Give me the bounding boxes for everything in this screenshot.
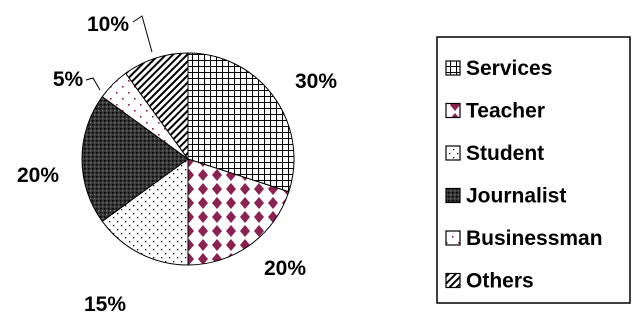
- data-label-student: 15%: [84, 293, 126, 316]
- data-label-teacher: 20%: [264, 257, 306, 280]
- leader-lines: [85, 15, 153, 91]
- leader-line-businessman: [85, 77, 101, 91]
- data-label-others: 10%: [87, 13, 129, 36]
- pie-slice-student: [101, 158, 189, 266]
- pie-slice-services: [187, 52, 295, 193]
- legend-label-journalist: Journalist: [466, 185, 566, 208]
- legend-item-others: Others: [445, 270, 534, 293]
- pie-slice-others: [124, 52, 189, 161]
- legend-swatch-teacher: [445, 102, 461, 119]
- legend-item-teacher: Teacher: [445, 100, 545, 123]
- leader-line-others: [132, 15, 153, 53]
- legend-label-others: Others: [466, 270, 534, 293]
- legend-item-journalist: Journalist: [445, 185, 566, 208]
- pie-slice-teacher: [187, 158, 290, 266]
- legend-swatch-businessman: [445, 230, 461, 246]
- legend-label-services: Services: [466, 57, 552, 80]
- legend-swatch-others: [445, 272, 461, 289]
- legend-item-student: Student: [445, 142, 544, 165]
- legend-border: [436, 36, 631, 304]
- legend-item-services: Services: [445, 57, 552, 80]
- percentage-labels: 30% 20% 15% 20% 5% 10%: [17, 13, 337, 316]
- pie-slices: [81, 52, 295, 266]
- legend-swatch-services: [445, 60, 461, 76]
- data-label-businessman: 5%: [53, 68, 84, 91]
- data-label-journalist: 20%: [17, 164, 59, 187]
- pie-slice-journalist: [81, 95, 189, 223]
- legend-label-student: Student: [466, 142, 544, 165]
- legend-label-teacher: Teacher: [466, 100, 545, 123]
- legend-item-businessman: Businessman: [445, 227, 603, 250]
- legend-swatch-journalist: [445, 187, 461, 204]
- data-label-services: 30%: [295, 70, 337, 93]
- legend-label-businessman: Businessman: [466, 227, 603, 250]
- legend-swatch-student: [445, 145, 461, 161]
- legend: Services Teacher Student Journalist Business…: [436, 36, 631, 304]
